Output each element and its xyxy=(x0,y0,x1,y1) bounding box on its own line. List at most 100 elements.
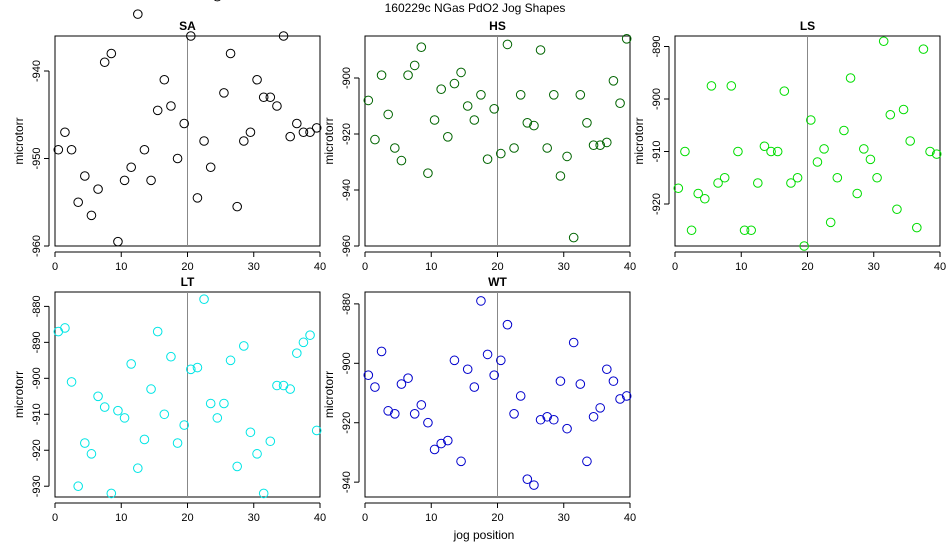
data-point xyxy=(192,193,203,203)
data-point xyxy=(568,232,579,243)
data-point xyxy=(423,168,433,178)
data-point xyxy=(852,188,862,199)
y-axis-label: microtorr xyxy=(12,117,26,164)
data-point xyxy=(159,409,170,420)
data-point xyxy=(232,461,242,472)
data-point xyxy=(159,74,170,85)
data-point xyxy=(469,115,480,125)
data-point xyxy=(535,414,546,425)
data-point xyxy=(753,178,763,188)
data-point xyxy=(595,140,605,150)
y-tick-label: -950 xyxy=(31,147,43,169)
data-point xyxy=(878,36,889,47)
data-point xyxy=(119,413,130,423)
data-point xyxy=(772,146,783,157)
y-tick-label: -940 xyxy=(341,471,353,493)
data-point xyxy=(885,109,896,120)
y-tick-label: -880 xyxy=(341,293,353,315)
data-point xyxy=(292,348,302,358)
data-point xyxy=(363,370,374,380)
data-point xyxy=(839,125,849,136)
x-tick-label: 0 xyxy=(362,261,368,273)
y-axis-label: microtorr xyxy=(322,371,336,418)
x-tick-label: 30 xyxy=(248,512,260,524)
data-point xyxy=(139,434,150,445)
y-tick-label: -910 xyxy=(651,140,663,162)
data-point xyxy=(496,355,506,366)
data-point xyxy=(739,225,750,236)
data-point xyxy=(403,373,413,383)
data-point xyxy=(172,153,183,164)
y-tick-label: -900 xyxy=(341,352,353,374)
data-point xyxy=(522,118,533,128)
data-point xyxy=(443,435,453,446)
x-tick-label: 20 xyxy=(181,261,193,273)
data-point xyxy=(86,210,97,221)
data-point xyxy=(542,143,552,153)
data-point xyxy=(239,341,249,351)
data-point xyxy=(529,120,539,131)
data-point xyxy=(292,118,302,129)
data-point xyxy=(759,141,770,152)
data-point xyxy=(436,84,446,94)
data-point xyxy=(239,136,249,146)
y-tick-label: -940 xyxy=(31,60,43,82)
data-point xyxy=(298,127,309,138)
panel-ls: LS 0 10 20 30 40 -920 -910 -900 -890 microtorr xyxy=(632,19,946,273)
data-point xyxy=(673,183,684,194)
data-point xyxy=(93,391,103,402)
data-point xyxy=(686,225,697,236)
data-point xyxy=(272,101,282,111)
data-point xyxy=(106,488,117,499)
y-tick-label: -900 xyxy=(31,367,43,389)
y-tick-label: -920 xyxy=(341,123,353,145)
data-point xyxy=(925,146,935,157)
data-point xyxy=(119,175,130,186)
data-point xyxy=(713,178,723,188)
data-point xyxy=(272,380,282,391)
data-point xyxy=(423,417,433,428)
data-point xyxy=(509,143,519,153)
data-point xyxy=(252,449,262,459)
data-point xyxy=(186,364,196,375)
data-point xyxy=(905,136,915,146)
data-point xyxy=(515,90,526,100)
data-point xyxy=(489,104,499,114)
data-point xyxy=(265,436,276,447)
data-point xyxy=(219,88,229,98)
data-point xyxy=(390,143,400,153)
x-tick-label: 0 xyxy=(52,512,58,524)
data-point xyxy=(99,402,110,412)
y-tick-label: -960 xyxy=(31,235,43,257)
data-point xyxy=(179,420,189,430)
data-point xyxy=(719,172,730,183)
y-tick-label: -910 xyxy=(31,403,43,425)
data-point xyxy=(535,45,546,55)
data-point xyxy=(865,154,876,165)
data-point xyxy=(706,81,717,91)
data-point xyxy=(205,398,216,409)
data-point xyxy=(726,81,737,91)
data-point xyxy=(146,384,156,394)
data-point xyxy=(872,172,882,183)
data-point xyxy=(376,346,387,357)
data-point xyxy=(615,98,625,108)
panels-group: SA 0 10 20 30 40 -960 -950 -940 microtorr HS 0 10 20 3… xyxy=(12,0,946,524)
x-tick-label: 40 xyxy=(934,261,946,273)
data-point xyxy=(892,204,902,215)
data-point xyxy=(562,423,572,434)
data-point xyxy=(582,118,592,128)
data-point xyxy=(542,411,552,422)
data-point xyxy=(456,456,466,467)
data-point xyxy=(562,151,572,162)
data-point xyxy=(370,382,380,392)
data-point xyxy=(219,398,229,409)
data-point xyxy=(469,382,480,392)
data-point xyxy=(305,330,315,340)
data-point xyxy=(305,127,315,138)
data-point xyxy=(166,101,176,111)
y-tick-label: -940 xyxy=(341,179,353,201)
data-point xyxy=(786,178,796,188)
data-point xyxy=(133,9,143,19)
data-point xyxy=(205,162,216,173)
